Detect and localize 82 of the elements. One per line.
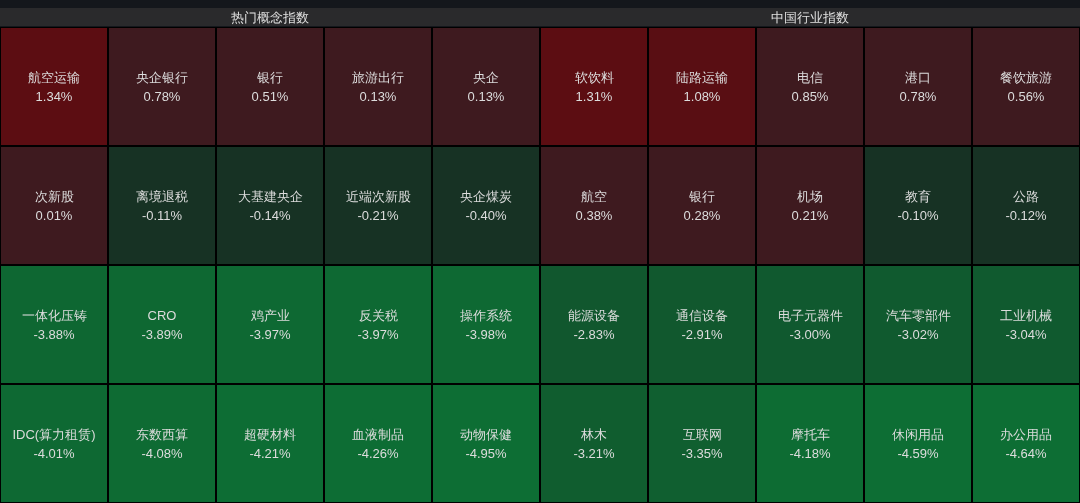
- category-label: 软饮料: [574, 69, 614, 85]
- data-label: -0.21%: [357, 207, 400, 223]
- category-label: 动物保健: [460, 426, 512, 442]
- data-label: 1.08%: [683, 88, 721, 104]
- data-label: -4.01%: [33, 445, 76, 461]
- category-label: 近端次新股: [345, 188, 411, 204]
- category-label: 林木: [580, 426, 607, 442]
- category-label: 餐饮旅游: [1000, 69, 1052, 85]
- category-label: 反关税: [358, 307, 398, 323]
- category-label: 能源设备: [568, 307, 620, 323]
- category-label: 教育: [905, 188, 931, 204]
- category-label: 通信设备: [676, 307, 728, 323]
- data-label: -4.95%: [465, 445, 508, 461]
- category-label: 办公用品: [1000, 426, 1052, 442]
- data-label: -2.91%: [681, 326, 724, 342]
- category-label: 陆路运输: [676, 69, 728, 85]
- category-label: 银行: [256, 69, 283, 85]
- data-label: -0.12%: [1005, 207, 1048, 223]
- category-label: 鸡产业: [249, 307, 290, 323]
- category-label: 离境退税: [136, 188, 188, 204]
- category-label: 超硬材料: [244, 426, 296, 442]
- category-label: 一体化压铸: [21, 307, 87, 323]
- data-label: 0.13%: [359, 88, 397, 104]
- category-label: 银行: [688, 188, 715, 204]
- category-label: 航空运输: [28, 69, 80, 85]
- category-label: 血液制品: [352, 426, 404, 442]
- data-label: -0.11%: [141, 207, 183, 223]
- category-label: IDC(算力租赁): [12, 426, 96, 442]
- category-label: 央企银行: [136, 69, 188, 85]
- data-label: -4.21%: [249, 445, 292, 461]
- data-label: 0.01%: [35, 207, 73, 223]
- data-label: 0.13%: [467, 88, 505, 104]
- category-label: 工业机械: [1000, 307, 1052, 323]
- data-label: 0.56%: [1007, 88, 1045, 104]
- category-label: 央企: [473, 69, 499, 85]
- category-label: 次新股: [34, 188, 74, 204]
- data-label: -3.89%: [141, 326, 184, 342]
- category-label: 东数西算: [136, 426, 188, 442]
- category-label: 机场: [797, 188, 823, 204]
- data-label: -4.18%: [789, 445, 832, 461]
- data-label: -0.10%: [897, 207, 940, 223]
- data-label: -2.83%: [573, 326, 616, 342]
- data-label: 0.85%: [791, 88, 829, 104]
- category-label: 电子元器件: [777, 307, 843, 323]
- data-label: -3.02%: [897, 326, 940, 342]
- category-label: 航空: [581, 188, 607, 204]
- category-label: 休闲用品: [892, 426, 944, 442]
- data-label: -3.00%: [789, 326, 832, 342]
- data-label: 0.78%: [143, 88, 181, 104]
- data-label: -3.97%: [357, 326, 400, 342]
- data-label: -4.64%: [1005, 445, 1048, 461]
- data-label: -3.04%: [1005, 326, 1048, 342]
- category-label: 公路: [1013, 188, 1039, 204]
- data-label: 1.34%: [35, 88, 73, 104]
- data-label: -3.21%: [573, 445, 616, 461]
- category-label: 互联网: [682, 426, 722, 442]
- category-label: 电信: [797, 69, 823, 85]
- category-label: 汽车零部件: [885, 307, 951, 323]
- category-label: 大基建央企: [237, 188, 303, 204]
- category-label: 港口: [905, 69, 931, 85]
- data-label: 0.51%: [251, 88, 289, 104]
- data-label: 0.38%: [575, 207, 613, 223]
- text: 中国行业指数: [771, 9, 849, 25]
- data-label: -0.14%: [249, 207, 292, 223]
- data-label: 1.31%: [575, 88, 613, 104]
- data-label: -4.26%: [357, 445, 400, 461]
- category-label: 操作系统: [460, 307, 512, 323]
- data-label: -4.59%: [897, 445, 940, 461]
- data-label: 0.78%: [899, 88, 937, 104]
- data-label: -3.98%: [465, 326, 508, 342]
- data-label: 0.28%: [683, 207, 721, 223]
- category-label: 央企煤炭: [460, 188, 512, 204]
- text: 热门概念指数: [231, 9, 309, 25]
- data-label: -3.88%: [33, 326, 76, 342]
- category-label: 旅游出行: [352, 69, 404, 85]
- data-label: -3.97%: [249, 326, 292, 342]
- category-label: CRO: [147, 307, 177, 323]
- data-label: -3.35%: [681, 445, 724, 461]
- category-label: 摩托车: [790, 426, 830, 442]
- data-label: -0.40%: [465, 207, 508, 223]
- data-label: 0.21%: [791, 207, 829, 223]
- data-label: -4.08%: [141, 445, 184, 461]
